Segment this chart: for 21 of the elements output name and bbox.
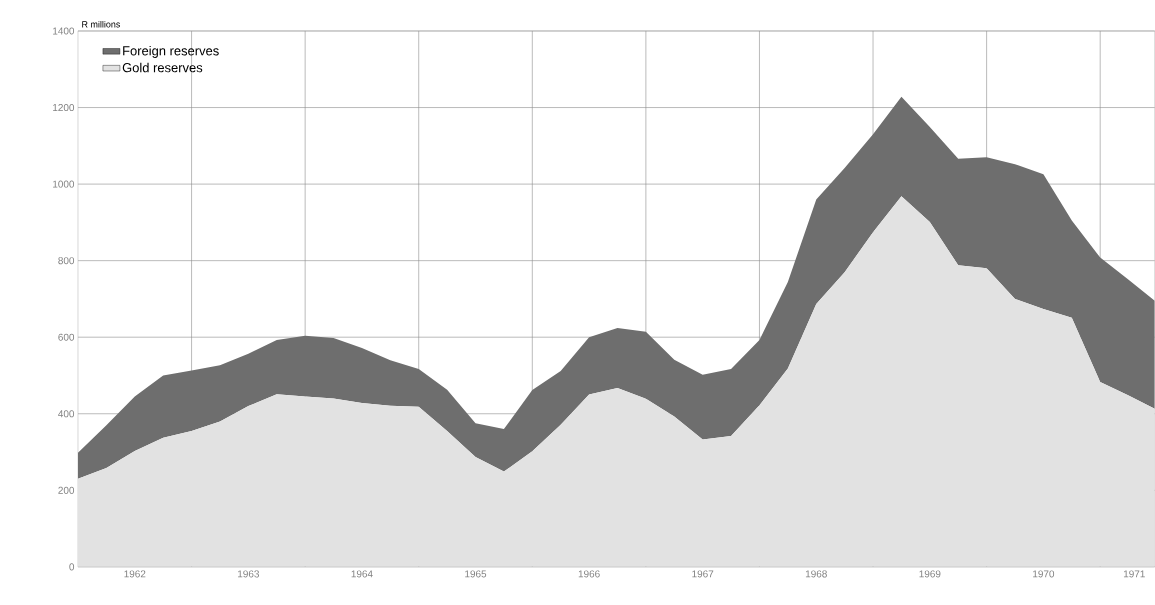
y-tick-label: 1400: [53, 27, 75, 35]
x-tick-label: 1971: [1123, 570, 1145, 578]
y-axis-title: R millions: [82, 20, 121, 28]
y-tick-label: 1000: [53, 180, 75, 188]
x-tick-label: 1969: [919, 570, 941, 578]
y-tick-label: 800: [58, 257, 75, 265]
x-tick-label: 1970: [1033, 570, 1055, 578]
x-tick-label: 1964: [351, 570, 373, 578]
y-tick-label: 1200: [53, 104, 75, 112]
x-tick-label: 1962: [124, 570, 146, 578]
x-tick-label: 1967: [692, 570, 714, 578]
x-tick-label: 1963: [238, 570, 259, 578]
y-tick-label: 0: [69, 563, 75, 571]
legend-label: Gold reserves: [122, 62, 203, 73]
y-tick-label: 400: [58, 410, 75, 418]
y-tick-label: 200: [58, 486, 75, 494]
x-tick-label: 1966: [578, 570, 600, 578]
x-tick-label: 1965: [465, 570, 487, 578]
x-tick-label: 1968: [805, 570, 827, 578]
legend-label: Foreign reserves: [123, 45, 219, 59]
y-tick-label: 600: [58, 333, 75, 341]
